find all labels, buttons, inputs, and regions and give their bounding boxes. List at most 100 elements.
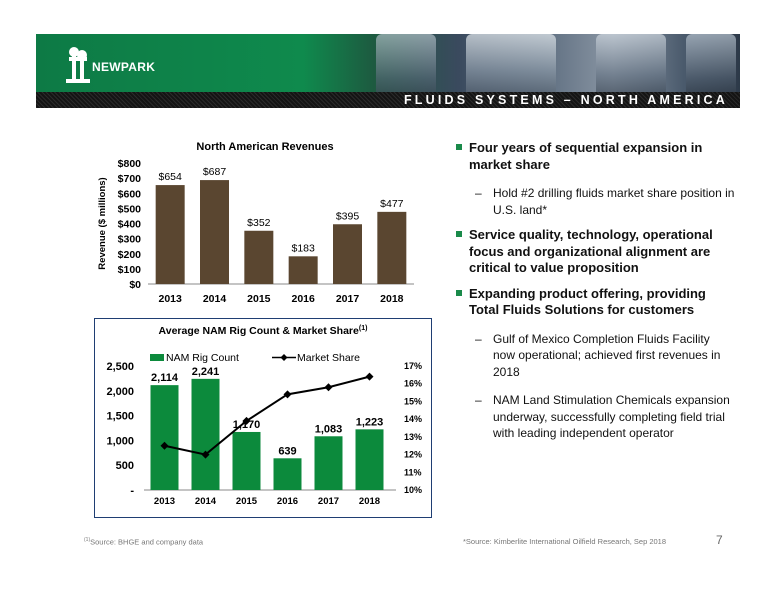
logo-text: NEWPARK bbox=[92, 60, 156, 74]
header-banner: NEWPARK FLUIDS SYSTEMS – NORTH AMERICA bbox=[36, 34, 740, 108]
dash-icon: – bbox=[475, 331, 482, 346]
revenue-bar bbox=[244, 230, 274, 284]
revenue-bar bbox=[200, 180, 229, 284]
legend-label-rig-count: NAM Rig Count bbox=[166, 352, 239, 364]
rig-count-data-label: 1,223 bbox=[356, 416, 384, 428]
market-share-point bbox=[160, 441, 169, 450]
bullet-item: Expanding product offering, providing To… bbox=[455, 286, 735, 319]
rig-chart-title: Average NAM Rig Count & Market Share(1) bbox=[159, 325, 368, 337]
source-note-right: *Source: Kimberlite International Oilfie… bbox=[463, 537, 667, 546]
rig-count-bar bbox=[232, 431, 261, 490]
revenue-data-label: $183 bbox=[291, 242, 315, 254]
x-tick-label: 2015 bbox=[236, 496, 258, 507]
rig-chart-title-sup: (1) bbox=[359, 325, 368, 332]
sub-bullet-text: Gulf of Mexico Completion Fluids Facilit… bbox=[493, 331, 721, 379]
sub-bullet-text: Hold #2 drilling fluids market share pos… bbox=[493, 186, 735, 217]
revenue-data-label: $654 bbox=[158, 171, 182, 183]
y-right-tick-label: 11% bbox=[404, 467, 422, 477]
revenue-bar bbox=[288, 256, 318, 284]
y-left-tick-label: 2,500 bbox=[106, 361, 134, 373]
y-left-tick-label: 500 bbox=[116, 460, 134, 472]
dash-icon: – bbox=[475, 186, 482, 200]
y-right-tick-label: 15% bbox=[404, 396, 422, 406]
sub-bullet-item: – NAM Land Stimulation Chemicals expansio… bbox=[455, 392, 735, 442]
newpark-logo-icon bbox=[66, 47, 90, 83]
y-right-tick-label: 12% bbox=[404, 450, 422, 460]
market-share-line bbox=[164, 375, 370, 456]
rig-count-bar bbox=[150, 385, 179, 490]
market-share-point bbox=[201, 450, 210, 459]
rig-chart-frame bbox=[94, 318, 432, 518]
x-tick-label: 2016 bbox=[291, 293, 315, 305]
y-tick-label: $100 bbox=[118, 264, 142, 276]
revenue-data-label: $477 bbox=[380, 198, 404, 210]
x-tick-label: 2018 bbox=[359, 496, 380, 507]
x-tick-label: 2018 bbox=[380, 293, 404, 305]
legend-label-market-share: Market Share bbox=[297, 352, 360, 364]
x-tick-label: 2015 bbox=[247, 293, 271, 305]
x-tick-label: 2014 bbox=[203, 293, 227, 305]
page-title: FLUIDS SYSTEMS – NORTH AMERICA bbox=[403, 93, 728, 107]
source-note-left: (1)Source: BHGE and company data bbox=[84, 537, 203, 547]
rig-count-data-label: 2,241 bbox=[192, 366, 220, 378]
banner-strip bbox=[36, 92, 740, 108]
x-tick-label: 2014 bbox=[195, 496, 217, 507]
y-tick-label: $400 bbox=[118, 219, 142, 231]
y-left-tick-label: - bbox=[130, 485, 134, 497]
legend-swatch-rig-count bbox=[150, 354, 164, 361]
y-tick-label: $200 bbox=[118, 249, 142, 261]
market-share-point bbox=[324, 383, 333, 392]
bullet-square-icon bbox=[456, 144, 462, 150]
x-tick-label: 2016 bbox=[277, 496, 298, 507]
y-tick-label: $0 bbox=[129, 279, 141, 291]
bullet-list: Four years of sequential expansion in ma… bbox=[455, 140, 735, 444]
rig-count-data-label: 1,170 bbox=[233, 419, 261, 431]
x-tick-label: 2017 bbox=[318, 496, 339, 507]
y-right-tick-label: 17% bbox=[404, 361, 422, 371]
rig-count-bar bbox=[273, 458, 302, 490]
revenue-bar bbox=[333, 224, 362, 284]
rig-count-bar bbox=[355, 429, 384, 490]
sub-bullet-item: – Gulf of Mexico Completion Fluids Facili… bbox=[455, 331, 735, 381]
y-tick-label: $600 bbox=[118, 188, 142, 200]
sub-bullet-item: – Hold #2 drilling fluids market share po… bbox=[455, 185, 735, 218]
rig-count-data-label: 639 bbox=[278, 445, 296, 457]
y-tick-label: $500 bbox=[118, 203, 142, 215]
bullet-square-icon bbox=[456, 231, 462, 237]
bullet-text: Four years of sequential expansion in ma… bbox=[469, 140, 703, 172]
sub-bullet-text: NAM Land Stimulation Chemicals expansion… bbox=[493, 393, 730, 440]
rig-count-data-label: 1,083 bbox=[315, 423, 343, 435]
y-tick-label: $800 bbox=[118, 158, 142, 170]
y-left-tick-label: 2,000 bbox=[106, 386, 134, 398]
y-right-tick-label: 10% bbox=[404, 485, 422, 495]
rig-chart-title-text: Average NAM Rig Count & Market Share bbox=[159, 325, 359, 337]
y-left-tick-label: 1,000 bbox=[106, 435, 134, 447]
y-right-tick-label: 16% bbox=[404, 379, 422, 389]
market-share-point bbox=[365, 372, 374, 381]
bullet-text: Expanding product offering, providing To… bbox=[469, 285, 706, 318]
market-share-point bbox=[283, 390, 292, 399]
revenue-bar bbox=[155, 185, 185, 284]
x-tick-label: 2017 bbox=[336, 293, 360, 305]
bullet-item: Service quality, technology, operational… bbox=[455, 227, 735, 277]
y-right-tick-label: 13% bbox=[404, 432, 422, 442]
revenue-bar-chart: Revenue ($ millions) $0 $100 $200 $300 $400 $5… bbox=[97, 158, 414, 305]
x-tick-label: 2013 bbox=[158, 293, 182, 305]
page-number: 7 bbox=[716, 533, 723, 547]
dash-icon: – bbox=[475, 393, 482, 407]
legend-marker-icon bbox=[280, 354, 288, 361]
bullet-text: Service quality, technology, operational… bbox=[469, 227, 713, 275]
revenue-data-label: $352 bbox=[247, 217, 271, 229]
y-axis-label: Revenue ($ millions) bbox=[97, 177, 108, 269]
rig-count-bar bbox=[191, 378, 220, 490]
x-tick-label: 2013 bbox=[154, 496, 175, 507]
y-right-tick-label: 14% bbox=[404, 414, 422, 424]
bullet-item: Four years of sequential expansion in ma… bbox=[455, 140, 735, 173]
market-share-point bbox=[242, 416, 251, 425]
y-tick-label: $300 bbox=[118, 234, 142, 246]
y-left-tick-label: 1,500 bbox=[106, 411, 134, 423]
footnote-marker: (1) bbox=[84, 537, 91, 543]
revenue-bar bbox=[377, 211, 407, 284]
revenue-chart-title: North American Revenues bbox=[196, 141, 334, 153]
revenue-data-label: $395 bbox=[336, 210, 360, 222]
